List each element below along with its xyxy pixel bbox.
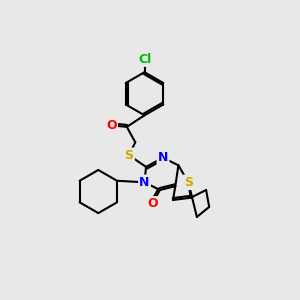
Text: N: N bbox=[139, 176, 150, 189]
Text: O: O bbox=[147, 197, 158, 210]
Text: Cl: Cl bbox=[138, 52, 151, 66]
Text: O: O bbox=[106, 119, 117, 132]
Text: S: S bbox=[184, 176, 193, 189]
Text: S: S bbox=[124, 149, 134, 162]
Text: N: N bbox=[158, 151, 168, 164]
